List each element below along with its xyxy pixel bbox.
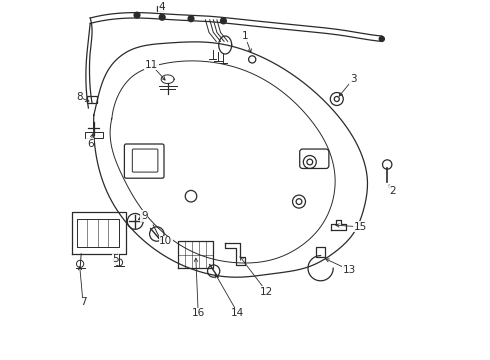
Circle shape <box>159 14 165 20</box>
Bar <box>157 6 164 11</box>
Text: 5: 5 <box>112 254 119 264</box>
Text: 3: 3 <box>350 74 356 84</box>
Text: 11: 11 <box>145 60 158 70</box>
Text: 1: 1 <box>242 31 248 41</box>
Text: 12: 12 <box>260 287 273 297</box>
Text: 9: 9 <box>141 211 147 221</box>
Circle shape <box>379 36 384 41</box>
Text: 10: 10 <box>159 236 172 246</box>
Bar <box>85 132 103 138</box>
Text: 16: 16 <box>192 308 205 318</box>
Text: 6: 6 <box>87 139 94 149</box>
Text: 2: 2 <box>389 186 396 196</box>
Text: 4: 4 <box>159 2 166 12</box>
Bar <box>316 247 325 257</box>
Text: 15: 15 <box>354 222 367 232</box>
Text: 8: 8 <box>76 92 83 102</box>
Circle shape <box>220 18 226 24</box>
Text: 13: 13 <box>343 265 356 275</box>
Text: 7: 7 <box>80 297 86 307</box>
Circle shape <box>134 12 140 18</box>
Bar <box>87 96 98 103</box>
Circle shape <box>188 16 194 22</box>
Text: 14: 14 <box>231 308 245 318</box>
